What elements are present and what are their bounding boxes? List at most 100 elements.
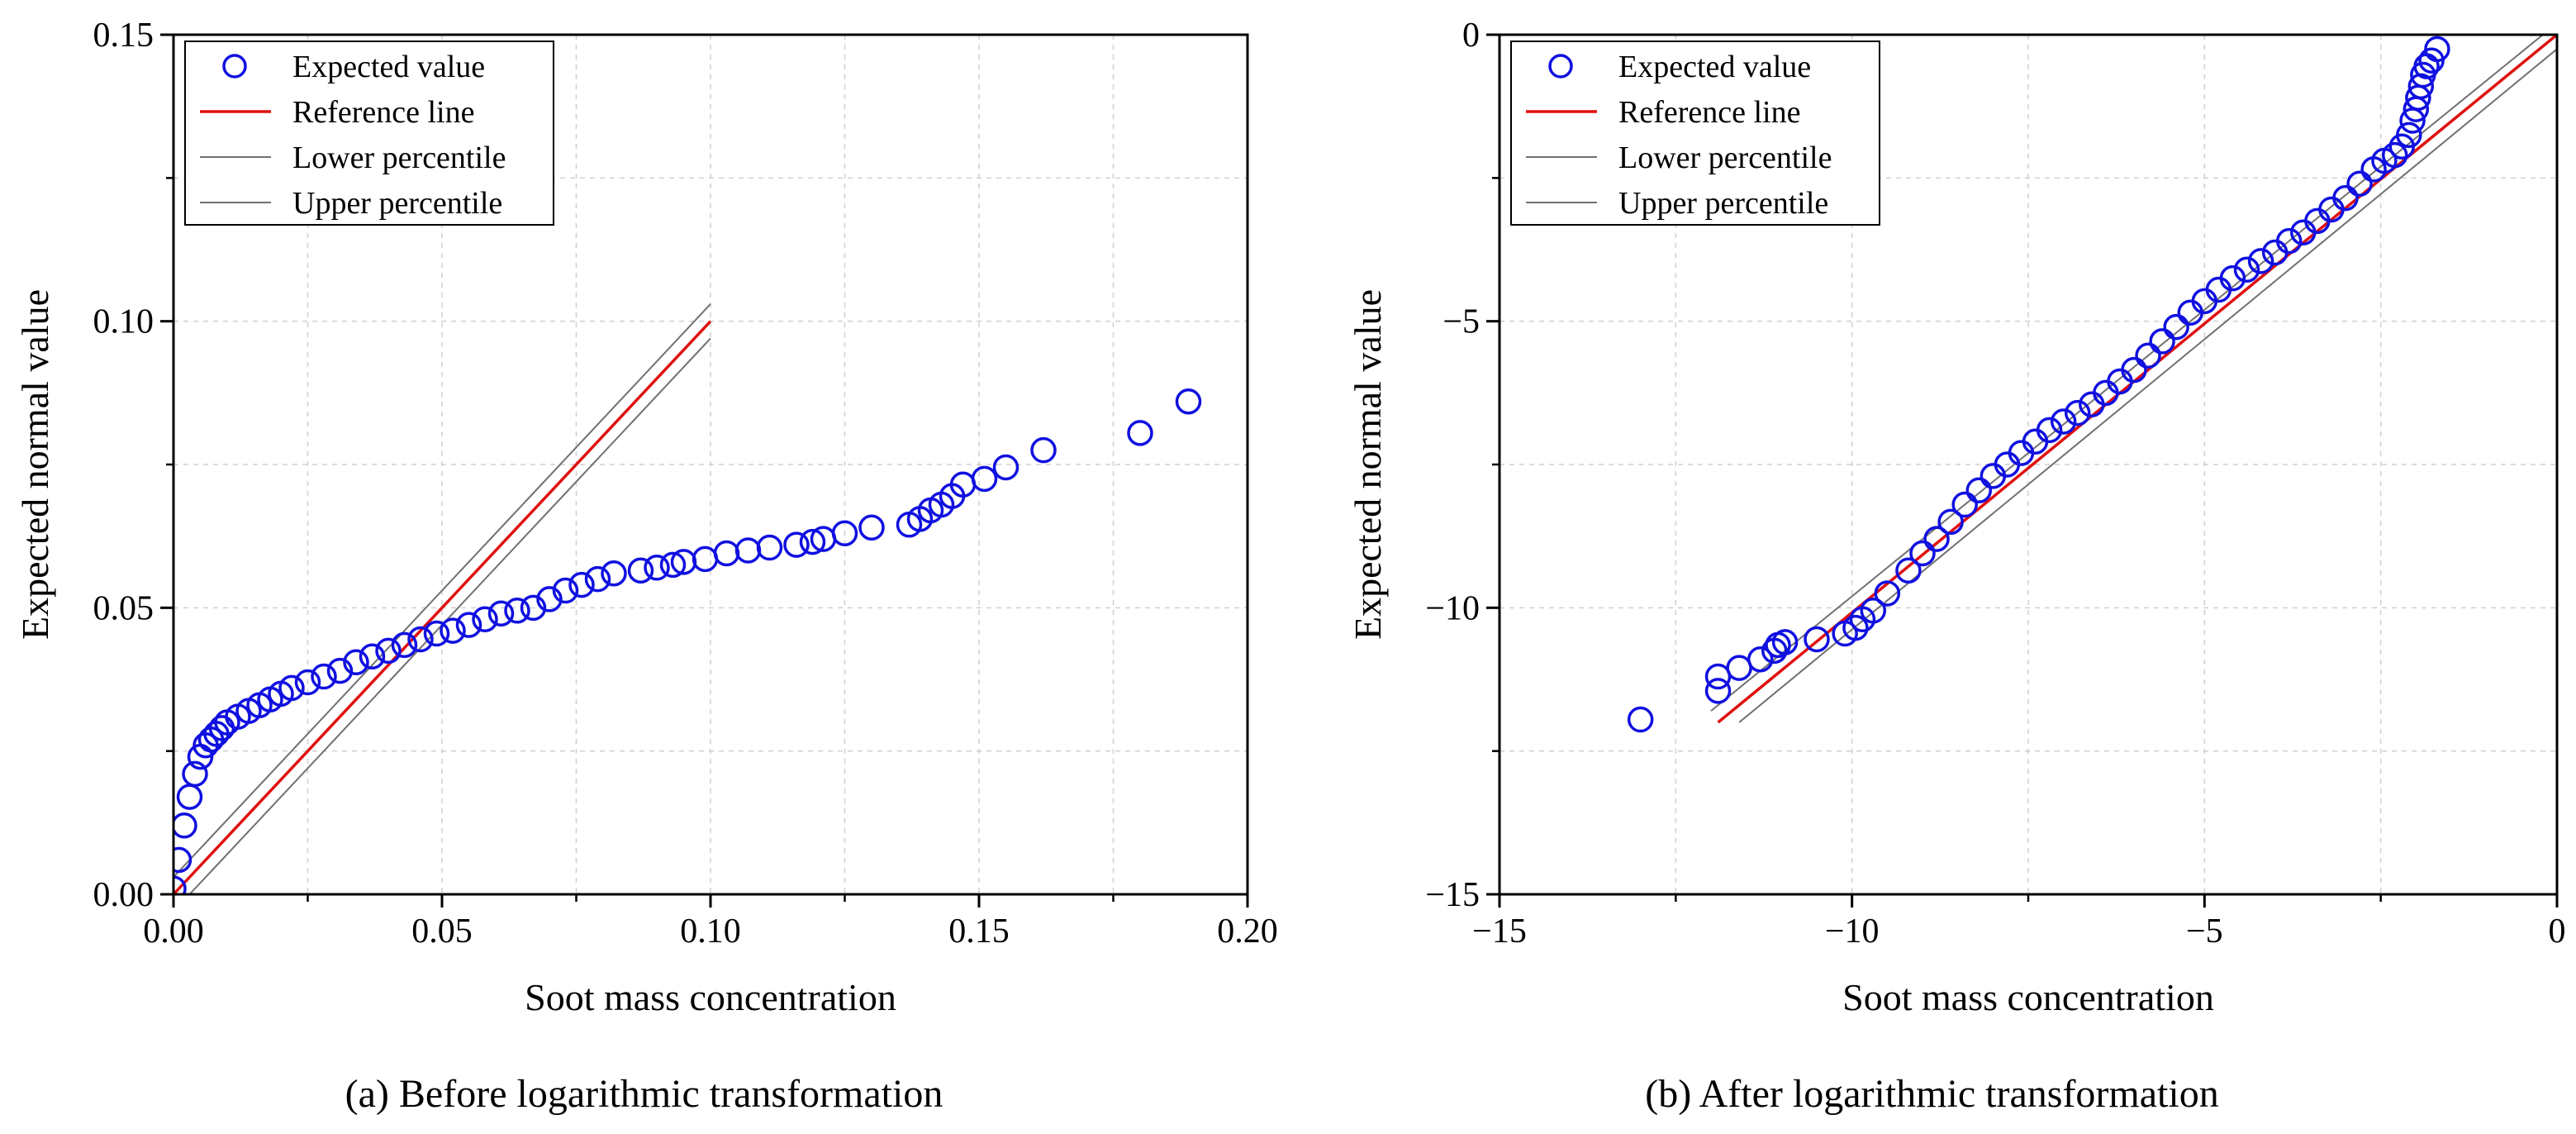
- chart-panel-b: −15 −10 −5 0 −15 −10 −5 0 Soot mass concentratio…: [1288, 0, 2576, 1134]
- chart-a-ytick-label-0: 0.00: [93, 876, 154, 914]
- chart-a-xtick-label-2: 0.10: [680, 912, 741, 951]
- chart-b-xlabel: Soot mass concentration: [1842, 976, 2214, 1018]
- chart-b-legend-marker-expected: [1548, 54, 1573, 79]
- chart-b-point: [1771, 629, 1799, 655]
- chart-a-point: [278, 674, 305, 702]
- chart-a-point: [536, 586, 563, 612]
- chart-b-point: [1874, 580, 1901, 607]
- chart-b-point: [2396, 122, 2422, 149]
- chart-b-point: [2163, 313, 2189, 341]
- chart-b-point: [2064, 399, 2091, 426]
- chart-a-ytick-label-2: 0.10: [93, 303, 154, 341]
- chart-a-legend-label-3: Upper percentile: [292, 186, 502, 221]
- chart-a-point: [1030, 436, 1057, 464]
- chart-b-point: [2233, 256, 2260, 284]
- chart-a-point: [831, 520, 858, 546]
- chart-a-point: [1127, 420, 1153, 446]
- chart-a-point: [504, 598, 530, 624]
- chart-b-ylabel: Expected normal value: [1347, 289, 1389, 640]
- chart-a-point: [659, 551, 687, 579]
- chart-b-legend-box: [1510, 40, 1880, 226]
- chart-b-ytick-label-1: −10: [1425, 589, 1480, 627]
- chart-a-point: [756, 534, 783, 561]
- chart-a-xtick-label-0: 0.00: [143, 912, 204, 951]
- chart-a-legend-label-1: Reference line: [292, 95, 474, 130]
- chart-a-point: [173, 875, 187, 894]
- chart-a-point: [391, 631, 418, 659]
- chart-a-point: [1175, 388, 1202, 415]
- chart-a-point: [992, 454, 1019, 481]
- chart-a-point: [734, 537, 762, 564]
- chart-a-point: [520, 594, 547, 622]
- chart-b-xtick-label-2: −5: [2186, 912, 2223, 951]
- chart-a-point: [182, 760, 208, 788]
- chart-a-point: [173, 846, 192, 874]
- chart-a-point: [375, 637, 402, 665]
- chart-b-point: [2050, 408, 2077, 435]
- chart-a-point: [601, 560, 627, 587]
- chart-b-ytick-label-2: −5: [1442, 303, 1480, 341]
- chart-b-xtick-label-1: −10: [1825, 912, 1880, 951]
- chart-a-xtick-label-4: 0.20: [1217, 912, 1278, 951]
- chart-b-point: [2424, 36, 2450, 63]
- chart-b-legend-label-0: Expected value: [1618, 50, 1811, 84]
- chart-a-ylabel: Expected normal value: [14, 289, 56, 640]
- chart-a-point: [783, 531, 810, 558]
- chart-a-point: [359, 643, 386, 670]
- chart-a-point: [440, 617, 466, 644]
- chart-b-point: [2135, 342, 2161, 369]
- chart-a-caption: (a) Before logarithmic transformation: [345, 1072, 943, 1116]
- chart-b-point: [1704, 663, 1732, 690]
- chart-b-legend-label-2: Lower percentile: [1618, 141, 1832, 175]
- chart-a-point: [326, 657, 354, 684]
- chart-a-point: [343, 649, 369, 675]
- chart-b-point: [2149, 328, 2175, 355]
- chart-a-point: [423, 620, 450, 647]
- chart-a-point: [173, 812, 197, 839]
- chart-b-point: [1951, 491, 1978, 518]
- chart-a-point: [692, 546, 719, 573]
- chart-a-ytick-label-1: 0.05: [93, 589, 154, 627]
- chart-a-point: [568, 571, 595, 598]
- chart-b-point: [1923, 526, 1950, 552]
- chart-a-point: [584, 565, 611, 593]
- chart-b-point: [2036, 417, 2063, 444]
- chart-b-point: [2121, 356, 2147, 384]
- chart-panel-a: 0.00 0.05 0.10 0.15 0.20 0.00 0.05 0.10 0.15 Soot…: [14, 17, 1278, 1116]
- chart-b-point: [1965, 477, 1993, 503]
- chart-b-caption: (b) After logarithmic transformation: [1645, 1072, 2219, 1116]
- chart-b-point: [1895, 557, 1922, 584]
- chart-b-legend-label-1: Reference line: [1618, 95, 1800, 130]
- chart-b-point: [2346, 170, 2373, 198]
- chart-b-point: [1747, 646, 1774, 673]
- chart-a-legend-box: [184, 40, 554, 226]
- chart-a-point: [713, 540, 740, 567]
- chart-a-xtick-label-3: 0.15: [948, 912, 1010, 951]
- chart-a-point: [487, 600, 515, 627]
- chart-a-points-group: [173, 388, 1202, 894]
- chart-b-svg: −15 −10 −5 0 −15 −10 −5 0 Soot mass concentratio…: [1347, 17, 2566, 1018]
- chart-b-point: [1704, 678, 1732, 704]
- chart-b-point: [1726, 655, 1752, 681]
- chart-b-point: [2275, 227, 2303, 255]
- chart-a-point: [644, 555, 670, 581]
- chart-a-point: [455, 612, 482, 638]
- chart-b-legend-label-3: Upper percentile: [1618, 186, 1828, 221]
- chart-b-point: [2219, 264, 2246, 292]
- chart-a-line-reference-line: [173, 320, 712, 894]
- chart-a-point: [858, 514, 885, 541]
- chart-a-point: [627, 557, 654, 584]
- chart-b-point: [2332, 184, 2359, 212]
- chart-b-ytick-label-0: −15: [1425, 876, 1480, 914]
- chart-b-point: [1860, 598, 1887, 624]
- chart-b-point: [2247, 248, 2274, 274]
- chart-a-xtick-label-1: 0.05: [411, 912, 473, 951]
- chart-b-ytick-label-3: 0: [1462, 17, 1480, 55]
- chart-a-legend-label-2: Lower percentile: [292, 141, 506, 175]
- chart-b-point: [1937, 508, 1964, 536]
- chart-b-point: [1909, 540, 1936, 567]
- chart-a-point: [971, 465, 998, 493]
- chart-a-legend-label-0: Expected value: [292, 50, 485, 84]
- chart-a-xlabel: Soot mass concentration: [525, 976, 896, 1018]
- chart-a-point: [799, 528, 826, 555]
